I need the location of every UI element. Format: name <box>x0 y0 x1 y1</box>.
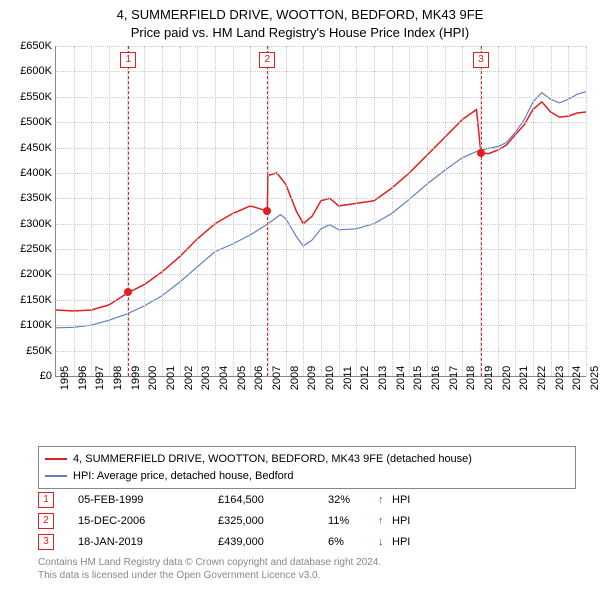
sales-table: 105-FEB-1999£164,50032%↑HPI215-DEC-2006£… <box>38 490 410 553</box>
sale-row-badge: 2 <box>38 513 54 529</box>
sale-row: 1 05-FEB-1999£164,50032%↑HPI <box>38 490 410 511</box>
sale-pct: 32% <box>328 490 378 511</box>
x-axis-label: 1998 <box>112 366 124 390</box>
footer-line-1: Contains HM Land Registry data © Crown c… <box>38 556 381 569</box>
y-axis-label: £150K <box>2 294 52 306</box>
sale-arrow-icon: ↑ <box>378 511 392 532</box>
sale-marker-line <box>481 46 482 376</box>
legend: 4, SUMMERFIELD DRIVE, WOOTTON, BEDFORD, … <box>38 446 576 489</box>
x-axis-label: 2025 <box>589 366 600 390</box>
x-axis-label: 2019 <box>483 366 495 390</box>
x-axis-label: 2004 <box>218 366 230 390</box>
sale-marker-badge: 3 <box>473 52 489 68</box>
sale-price: £325,000 <box>218 511 328 532</box>
y-axis-label: £600K <box>2 65 52 77</box>
sale-arrow-icon: ↑ <box>378 490 392 511</box>
y-axis-label: £250K <box>2 243 52 255</box>
sale-vs: HPI <box>392 490 410 511</box>
y-axis-label: £50K <box>2 345 52 357</box>
x-axis-label: 2021 <box>518 366 530 390</box>
legend-label: 4, SUMMERFIELD DRIVE, WOOTTON, BEDFORD, … <box>73 451 472 468</box>
plot-area: 1 2 3 <box>55 46 586 377</box>
legend-swatch <box>45 475 67 477</box>
x-axis-label: 2005 <box>236 366 248 390</box>
sale-marker-line <box>128 46 129 376</box>
title-line-1: 4, SUMMERFIELD DRIVE, WOOTTON, BEDFORD, … <box>0 6 600 24</box>
sale-marker-dot <box>263 207 271 215</box>
x-axis-label: 1997 <box>94 366 106 390</box>
sale-price: £164,500 <box>218 490 328 511</box>
y-axis-label: £200K <box>2 268 52 280</box>
sale-vs: HPI <box>392 532 410 553</box>
y-axis-label: £0 <box>2 370 52 382</box>
x-axis-label: 2016 <box>430 366 442 390</box>
x-axis-label: 2006 <box>253 366 265 390</box>
sale-pct: 11% <box>328 511 378 532</box>
sale-row-badge: 3 <box>38 534 54 550</box>
chart-title: 4, SUMMERFIELD DRIVE, WOOTTON, BEDFORD, … <box>0 0 600 42</box>
y-axis-label: £550K <box>2 91 52 103</box>
sale-pct: 6% <box>328 532 378 553</box>
footer-line-2: This data is licensed under the Open Gov… <box>38 569 381 582</box>
y-axis-label: £300K <box>2 218 52 230</box>
x-axis-label: 2018 <box>465 366 477 390</box>
x-axis-label: 1995 <box>59 366 71 390</box>
sale-row: 3 18-JAN-2019£439,0006%↓HPI <box>38 532 410 553</box>
x-axis-label: 2008 <box>289 366 301 390</box>
x-axis-label: 2022 <box>536 366 548 390</box>
title-line-2: Price paid vs. HM Land Registry's House … <box>0 24 600 42</box>
chart: 1 2 3 £0 £50K £100K £150K £200K £250K £300K £350K… <box>0 46 600 408</box>
sale-marker-badge: 2 <box>259 52 275 68</box>
legend-item: HPI: Average price, detached house, Bedf… <box>45 468 569 485</box>
sale-marker-dot <box>124 288 132 296</box>
sale-date: 05-FEB-1999 <box>78 490 218 511</box>
x-axis-label: 2007 <box>271 366 283 390</box>
legend-item: 4, SUMMERFIELD DRIVE, WOOTTON, BEDFORD, … <box>45 451 569 468</box>
y-axis-label: £450K <box>2 142 52 154</box>
y-axis-label: £400K <box>2 167 52 179</box>
y-axis-label: £500K <box>2 116 52 128</box>
sale-price: £439,000 <box>218 532 328 553</box>
sale-marker-dot <box>477 149 485 157</box>
x-axis-label: 2020 <box>501 366 513 390</box>
legend-label: HPI: Average price, detached house, Bedf… <box>73 468 294 485</box>
x-axis-label: 2010 <box>324 366 336 390</box>
sale-vs: HPI <box>392 511 410 532</box>
x-axis-label: 1999 <box>130 366 142 390</box>
x-axis-label: 2002 <box>183 366 195 390</box>
x-axis-label: 2024 <box>571 366 583 390</box>
y-axis-label: £100K <box>2 319 52 331</box>
x-axis-label: 2014 <box>395 366 407 390</box>
x-axis-label: 2003 <box>200 366 212 390</box>
sale-arrow-icon: ↓ <box>378 532 392 553</box>
sale-row: 2 15-DEC-2006£325,00011%↑HPI <box>38 511 410 532</box>
x-axis-label: 2009 <box>306 366 318 390</box>
sale-date: 18-JAN-2019 <box>78 532 218 553</box>
footer: Contains HM Land Registry data © Crown c… <box>38 556 381 582</box>
sale-marker-badge: 1 <box>120 52 136 68</box>
x-axis-label: 2000 <box>147 366 159 390</box>
y-axis-label: £650K <box>2 40 52 52</box>
legend-swatch <box>45 458 67 460</box>
x-axis-label: 2013 <box>377 366 389 390</box>
sale-date: 15-DEC-2006 <box>78 511 218 532</box>
x-axis-label: 1996 <box>77 366 89 390</box>
x-axis-label: 2015 <box>412 366 424 390</box>
y-axis-label: £350K <box>2 192 52 204</box>
x-axis-label: 2001 <box>165 366 177 390</box>
x-axis-label: 2017 <box>448 366 460 390</box>
x-axis-label: 2012 <box>359 366 371 390</box>
x-axis-label: 2023 <box>554 366 566 390</box>
x-axis-label: 2011 <box>342 366 354 390</box>
sale-row-badge: 1 <box>38 492 54 508</box>
